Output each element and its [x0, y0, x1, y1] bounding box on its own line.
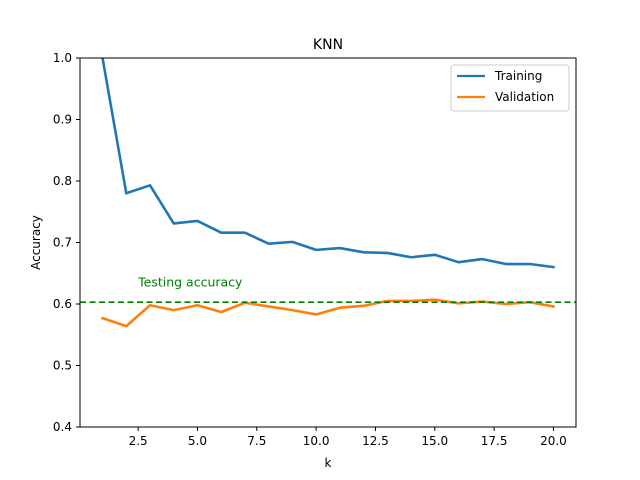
x-tick-label: 7.5 — [247, 434, 266, 448]
legend: Training Validation — [450, 64, 570, 112]
x-tick-label: 2.5 — [129, 434, 148, 448]
axes-frame — [79, 57, 577, 428]
y-axis-label: Accuracy — [29, 215, 43, 270]
chart-title: KNN — [313, 37, 343, 53]
y-tick-label: 0.7 — [53, 236, 72, 250]
legend-label-validation: Validation — [495, 90, 554, 104]
axis-ticks: 2.5 5.0 7.5 10.0 12.5 15.0 17.5 20.0 0.4 0.5 0.6 0.… — [53, 51, 567, 448]
x-tick-label: 20.0 — [540, 434, 567, 448]
x-tick-label: 12.5 — [362, 434, 389, 448]
x-tick-label: 5.0 — [188, 434, 207, 448]
plot-data — [80, 58, 576, 328]
y-tick-label: 0.4 — [53, 420, 72, 434]
series-line-validation — [100, 298, 555, 328]
x-axis-label: k — [325, 456, 332, 470]
legend-label-training: Training — [494, 69, 542, 83]
plot-area: Testing accuracy — [79, 57, 577, 428]
x-tick-label: 10.0 — [303, 434, 330, 448]
y-tick-label: 0.5 — [53, 359, 72, 373]
y-tick-label: 1.0 — [53, 51, 72, 65]
x-tick-label: 17.5 — [481, 434, 508, 448]
y-tick-label: 0.9 — [53, 113, 72, 127]
y-tick-label: 0.6 — [53, 297, 72, 311]
y-tick-label: 0.8 — [53, 174, 72, 188]
testing-accuracy-label: Testing accuracy — [137, 274, 243, 289]
x-tick-label: 15.0 — [421, 434, 448, 448]
series-line-training — [101, 58, 555, 269]
